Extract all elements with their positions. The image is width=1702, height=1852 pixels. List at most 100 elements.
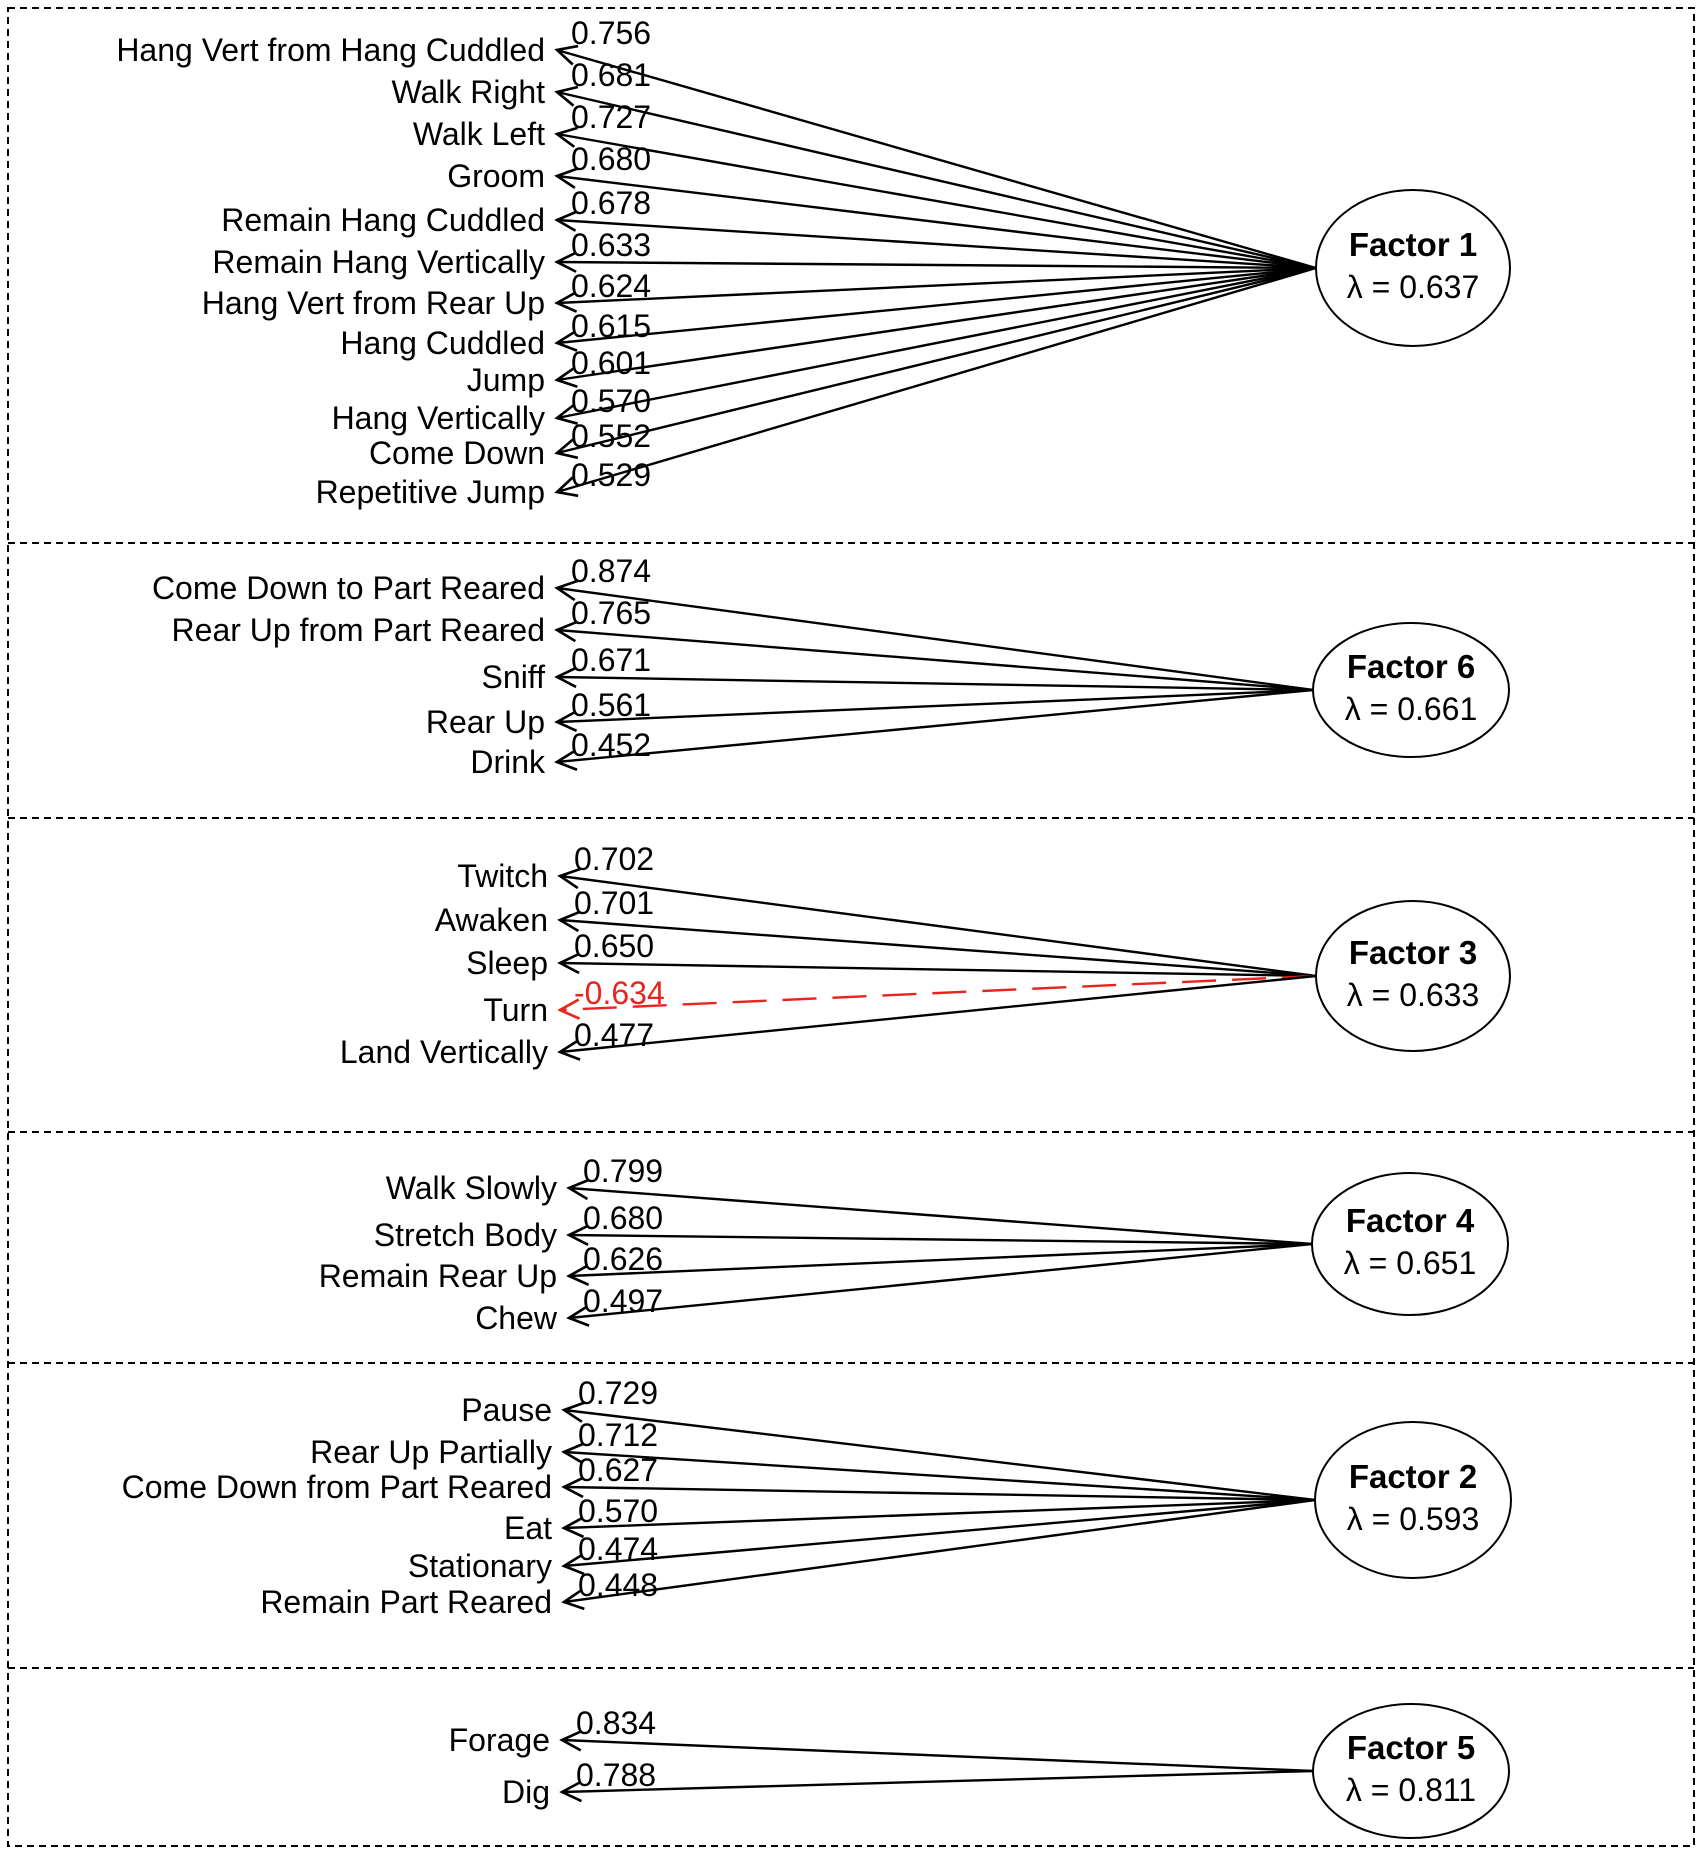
item-label: Hang Vert from Rear Up xyxy=(202,285,545,321)
factor-name: Factor 4 xyxy=(1346,1202,1475,1239)
loading-path xyxy=(560,963,1317,978)
factor-lambda: λ = 0.593 xyxy=(1347,1501,1480,1537)
item-label: Rear Up from Part Reared xyxy=(172,612,545,648)
loading-path xyxy=(557,266,1317,303)
loading-value: 0.729 xyxy=(578,1375,658,1411)
item-label: Sleep xyxy=(466,945,548,981)
item-label: Eat xyxy=(504,1510,552,1546)
item-label: Sniff xyxy=(482,659,546,695)
loading-value: 0.650 xyxy=(574,928,654,964)
loading-value: 0.474 xyxy=(578,1531,658,1567)
loading-path xyxy=(562,1740,1314,1773)
loading-value: 0.624 xyxy=(571,268,651,304)
loading-value: 0.601 xyxy=(571,345,651,381)
item-label: Hang Vert from Hang Cuddled xyxy=(116,32,545,68)
loading-path xyxy=(557,266,1317,418)
loading-value: 0.702 xyxy=(574,841,654,877)
loading-value: 0.678 xyxy=(571,185,651,221)
item-label: Walk Slowly xyxy=(386,1170,557,1206)
loading-path xyxy=(564,1498,1316,1528)
item-label: Rear Up Partially xyxy=(310,1434,552,1470)
item-label: Hang Cuddled xyxy=(340,325,545,361)
factor-lambda: λ = 0.637 xyxy=(1347,269,1480,305)
loading-path xyxy=(560,974,1317,1010)
factor-lambda: λ = 0.651 xyxy=(1344,1245,1477,1281)
factor-name: Factor 2 xyxy=(1349,1458,1477,1495)
loading-value: 0.765 xyxy=(571,595,651,631)
loading-path xyxy=(569,1242,1313,1276)
loading-value: 0.633 xyxy=(571,227,651,263)
loading-value: 0.874 xyxy=(571,553,651,589)
loading-value: 0.680 xyxy=(571,141,651,177)
item-label: Stationary xyxy=(408,1548,552,1584)
factor-ellipse xyxy=(1312,1703,1510,1839)
loading-path xyxy=(557,266,1317,380)
loading-value: 0.570 xyxy=(578,1493,658,1529)
loading-value: 0.477 xyxy=(574,1017,654,1053)
loading-path xyxy=(557,677,1314,692)
loading-path xyxy=(564,1452,1316,1502)
loading-path xyxy=(564,1498,1316,1602)
loading-value: 0.681 xyxy=(571,57,651,93)
item-label: Forage xyxy=(449,1722,550,1758)
item-label: Remain Part Reared xyxy=(260,1584,552,1620)
loading-value: 0.570 xyxy=(571,383,651,419)
loading-value: 0.529 xyxy=(571,457,651,493)
factor-ellipse xyxy=(1315,189,1511,347)
loading-value: 0.497 xyxy=(583,1283,663,1319)
outer-frame xyxy=(7,7,1695,1847)
loading-value: 0.727 xyxy=(571,99,651,135)
loading-path xyxy=(557,262,1317,268)
loading-path xyxy=(557,50,1317,270)
loading-path xyxy=(564,1498,1316,1566)
loading-value: 0.701 xyxy=(574,885,654,921)
loading-path xyxy=(557,588,1314,692)
loading-value: 0.799 xyxy=(583,1153,663,1189)
loading-path xyxy=(564,1487,1316,1502)
item-label: Repetitive Jump xyxy=(316,474,545,510)
loading-path xyxy=(557,266,1317,453)
item-label: Pause xyxy=(461,1392,552,1428)
factor-lambda: λ = 0.633 xyxy=(1347,977,1480,1013)
factor-ellipse xyxy=(1312,622,1510,758)
item-label: Drink xyxy=(470,744,546,780)
loading-value: 0.561 xyxy=(571,687,651,723)
item-label: Come Down to Part Reared xyxy=(152,570,545,606)
factor-name: Factor 6 xyxy=(1347,648,1475,685)
loading-path xyxy=(557,134,1317,270)
factor-lambda: λ = 0.661 xyxy=(1345,691,1478,727)
item-label: Come Down xyxy=(369,435,545,471)
item-label: Remain Hang Cuddled xyxy=(221,202,545,238)
loading-path xyxy=(562,1769,1314,1792)
item-label: Rear Up xyxy=(426,704,545,740)
item-label: Awaken xyxy=(435,902,548,938)
loading-path xyxy=(560,876,1317,978)
item-label: Remain Hang Vertically xyxy=(212,244,545,280)
item-label: Stretch Body xyxy=(374,1217,557,1253)
loading-path xyxy=(557,266,1317,492)
loading-path xyxy=(557,176,1317,270)
loading-value: 0.448 xyxy=(578,1567,658,1603)
loading-path xyxy=(557,688,1314,722)
loading-value: -0.634 xyxy=(574,975,665,1011)
loading-value: 0.615 xyxy=(571,308,651,344)
factor-name: Factor 1 xyxy=(1349,226,1477,263)
loading-value: 0.788 xyxy=(576,1757,656,1793)
loading-path xyxy=(569,1235,1313,1244)
loading-path xyxy=(557,220,1317,270)
item-label: Land Vertically xyxy=(340,1034,548,1070)
loading-path xyxy=(569,1188,1313,1246)
loading-path xyxy=(557,266,1317,343)
item-label: Chew xyxy=(475,1300,558,1336)
item-label: Groom xyxy=(447,158,545,194)
loading-path xyxy=(560,974,1317,1052)
loading-value: 0.756 xyxy=(571,15,651,51)
factor-lambda: λ = 0.811 xyxy=(1346,1772,1476,1808)
loading-value: 0.671 xyxy=(571,642,651,678)
loading-value: 0.552 xyxy=(571,418,651,454)
item-label: Twitch xyxy=(457,858,548,894)
factor-ellipse xyxy=(1314,1421,1512,1579)
loading-value: 0.834 xyxy=(576,1705,656,1741)
loading-path xyxy=(557,92,1317,270)
